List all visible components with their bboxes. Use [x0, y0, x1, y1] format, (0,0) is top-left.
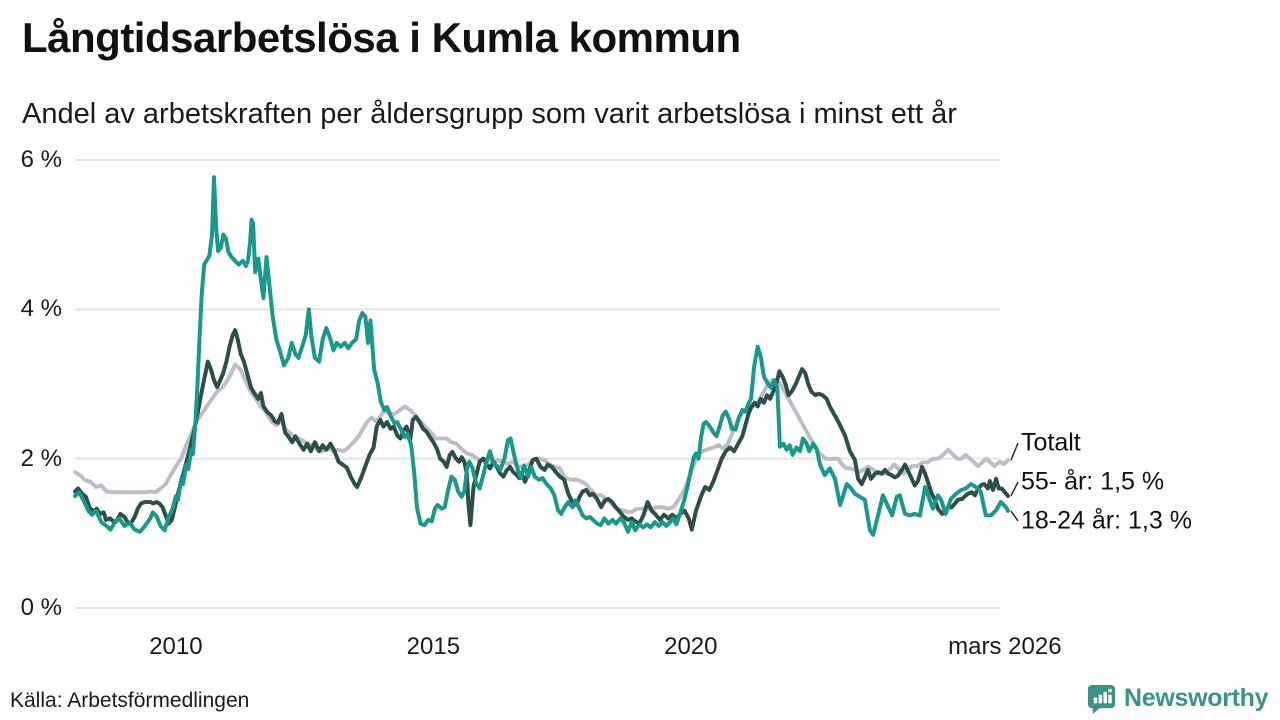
newsworthy-logo-text: Newsworthy	[1124, 684, 1269, 712]
x-tick-mars-2026: mars 2026	[948, 633, 1062, 660]
y-tick-6: 6 %	[20, 146, 62, 173]
series-line-18-24-r	[73, 175, 1010, 537]
series-label-55-ar: 55- år: 1,5 %	[1021, 467, 1165, 496]
series-label-18-24-ar: 18-24 år: 1,3 %	[1021, 506, 1192, 535]
gridlines	[75, 159, 1000, 609]
series-lines	[73, 175, 1010, 537]
newsworthy-logo-icon	[1086, 683, 1117, 714]
page-subtitle: Andel av arbetskraften per åldersgrupp s…	[22, 98, 957, 130]
x-tick-2010: 2010	[149, 633, 203, 660]
page-title: Långtidsarbetslösa i Kumla kommun	[22, 14, 741, 61]
newsworthy-logo: Newsworthy	[1086, 683, 1269, 714]
source-attribution: Källa: Arbetsförmedlingen	[10, 689, 250, 712]
label-connector-lines	[1010, 442, 1019, 522]
x-tick-2020: 2020	[664, 633, 718, 660]
y-tick-4: 4 %	[20, 295, 62, 323]
y-tick-0: 0 %	[20, 594, 62, 621]
x-tick-2015: 2015	[406, 633, 461, 660]
y-tick-2: 2 %	[20, 444, 62, 472]
series-line-55--r	[73, 328, 1010, 532]
series-label-totalt: Totalt	[1021, 428, 1081, 457]
series-line-totalt	[73, 362, 1010, 514]
